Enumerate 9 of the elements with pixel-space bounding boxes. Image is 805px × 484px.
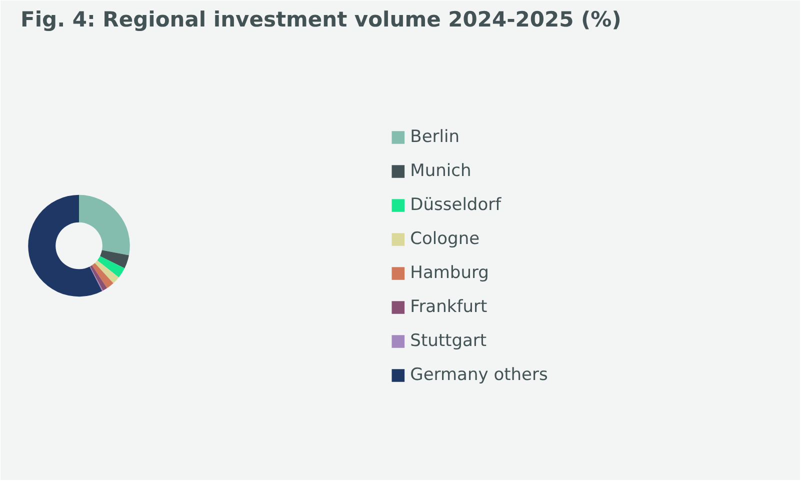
legend-label: Frankfurt bbox=[410, 296, 488, 316]
legend-label: Cologne bbox=[410, 228, 480, 248]
legend-label: Hamburg bbox=[410, 262, 489, 282]
legend-label: Düsseldorf bbox=[410, 194, 502, 214]
legend-label: Berlin bbox=[410, 126, 460, 146]
legend-label: Germany others bbox=[410, 364, 548, 384]
legend-label: Stuttgart bbox=[410, 330, 487, 350]
legend-label: Munich bbox=[410, 160, 472, 180]
chart-title: Fig. 4: Regional investment volume 2024-2025 (%) bbox=[20, 8, 622, 32]
